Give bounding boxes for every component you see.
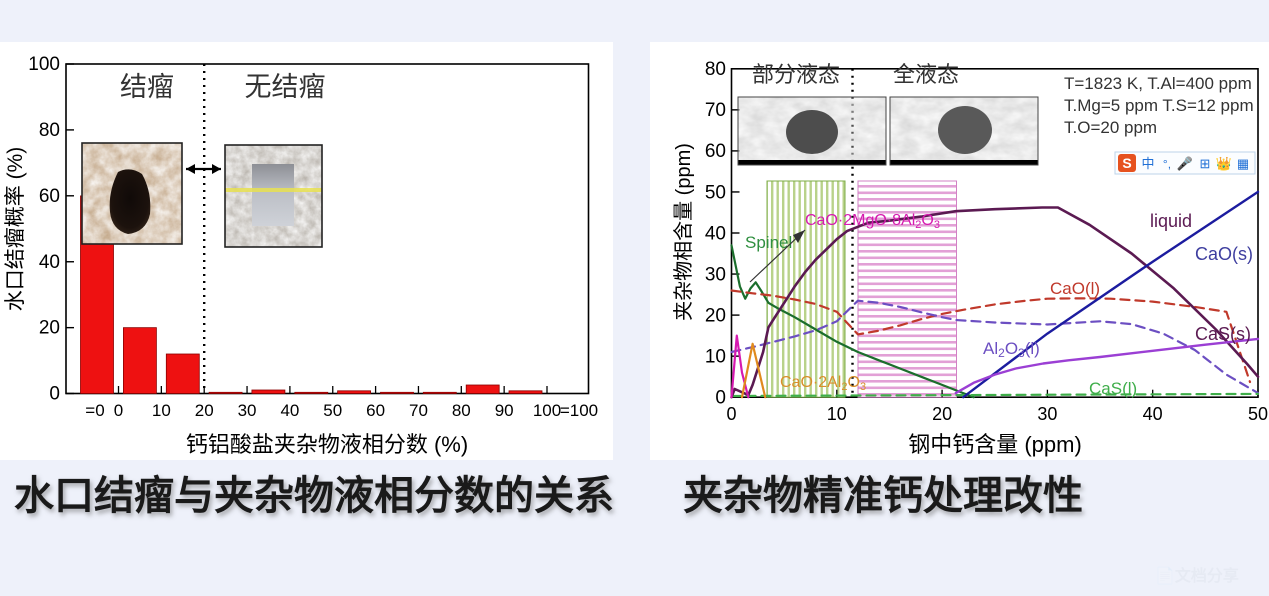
svg-text:0: 0 — [114, 401, 123, 420]
svg-text:0: 0 — [49, 384, 60, 405]
svg-text:40: 40 — [705, 223, 726, 244]
svg-text:30: 30 — [1037, 404, 1057, 424]
svg-text:T=1823 K, T.Al=400 ppm: T=1823 K, T.Al=400 ppm — [1064, 74, 1252, 93]
svg-text:CaO(s): CaO(s) — [1195, 244, 1253, 264]
svg-text:部分液态: 部分液态 — [752, 62, 840, 87]
svg-text:100: 100 — [533, 401, 561, 420]
svg-text:⊞: ⊞ — [1200, 156, 1211, 171]
svg-text:10: 10 — [827, 404, 847, 424]
svg-text:80: 80 — [452, 401, 471, 420]
svg-text:结瘤: 结瘤 — [120, 72, 174, 102]
svg-text:CaS(s): CaS(s) — [1195, 324, 1251, 344]
svg-text:CaS(l): CaS(l) — [1089, 379, 1137, 398]
svg-text:Al2O3(l): Al2O3(l) — [983, 339, 1040, 360]
svg-text:👑: 👑 — [1216, 156, 1232, 171]
svg-text:30: 30 — [705, 264, 726, 285]
svg-text:夹杂物相含量 (ppm): 夹杂物相含量 (ppm) — [672, 143, 695, 321]
svg-text:50: 50 — [323, 401, 342, 420]
svg-text:20: 20 — [932, 404, 952, 424]
svg-text:liquid: liquid — [1150, 211, 1192, 231]
svg-text:60: 60 — [39, 186, 60, 207]
svg-text:🎤: 🎤 — [1177, 155, 1193, 171]
svg-text:40: 40 — [1143, 404, 1163, 424]
svg-text:20: 20 — [39, 318, 60, 339]
svg-text:60: 60 — [366, 401, 385, 420]
svg-text:50: 50 — [705, 182, 726, 203]
svg-text:无结瘤: 无结瘤 — [245, 72, 326, 102]
svg-text:钢中钙含量 (ppm): 钢中钙含量 (ppm) — [908, 432, 1082, 457]
svg-text:=100: =100 — [560, 401, 598, 420]
svg-text:30: 30 — [238, 401, 257, 420]
svg-text:70: 70 — [705, 100, 726, 121]
svg-text:10: 10 — [705, 346, 726, 367]
svg-text:中: 中 — [1141, 156, 1154, 171]
svg-text:钙铝酸盐夹杂物液相分数 (%): 钙铝酸盐夹杂物液相分数 (%) — [186, 432, 468, 457]
svg-text:T.O=20 ppm: T.O=20 ppm — [1064, 118, 1157, 137]
svg-text:▦: ▦ — [1237, 156, 1249, 171]
svg-text:70: 70 — [409, 401, 428, 420]
svg-text:50: 50 — [1248, 404, 1268, 424]
svg-text:S: S — [1122, 155, 1131, 171]
svg-text:CaO(l): CaO(l) — [1050, 279, 1100, 298]
svg-text:全液态: 全液态 — [893, 62, 959, 87]
svg-text:0: 0 — [726, 404, 736, 424]
svg-text:60: 60 — [705, 141, 726, 162]
svg-text:=0: =0 — [85, 401, 104, 420]
svg-text:°,: °, — [1163, 157, 1171, 171]
svg-text:T.Mg=5 ppm T.S=12 ppm: T.Mg=5 ppm T.S=12 ppm — [1064, 96, 1254, 115]
svg-text:40: 40 — [39, 252, 60, 273]
svg-text:20: 20 — [195, 401, 214, 420]
svg-text:水口结瘤概率 (%): 水口结瘤概率 (%) — [4, 147, 27, 312]
svg-text:100: 100 — [28, 54, 60, 75]
svg-text:20: 20 — [705, 305, 726, 326]
svg-text:10: 10 — [152, 401, 171, 420]
svg-text:90: 90 — [495, 401, 514, 420]
svg-text:80: 80 — [705, 59, 726, 80]
svg-text:40: 40 — [280, 401, 299, 420]
svg-text:80: 80 — [39, 120, 60, 141]
svg-text:CaO·2Al2O3: CaO·2Al2O3 — [780, 374, 866, 393]
svg-text:0: 0 — [715, 388, 726, 409]
